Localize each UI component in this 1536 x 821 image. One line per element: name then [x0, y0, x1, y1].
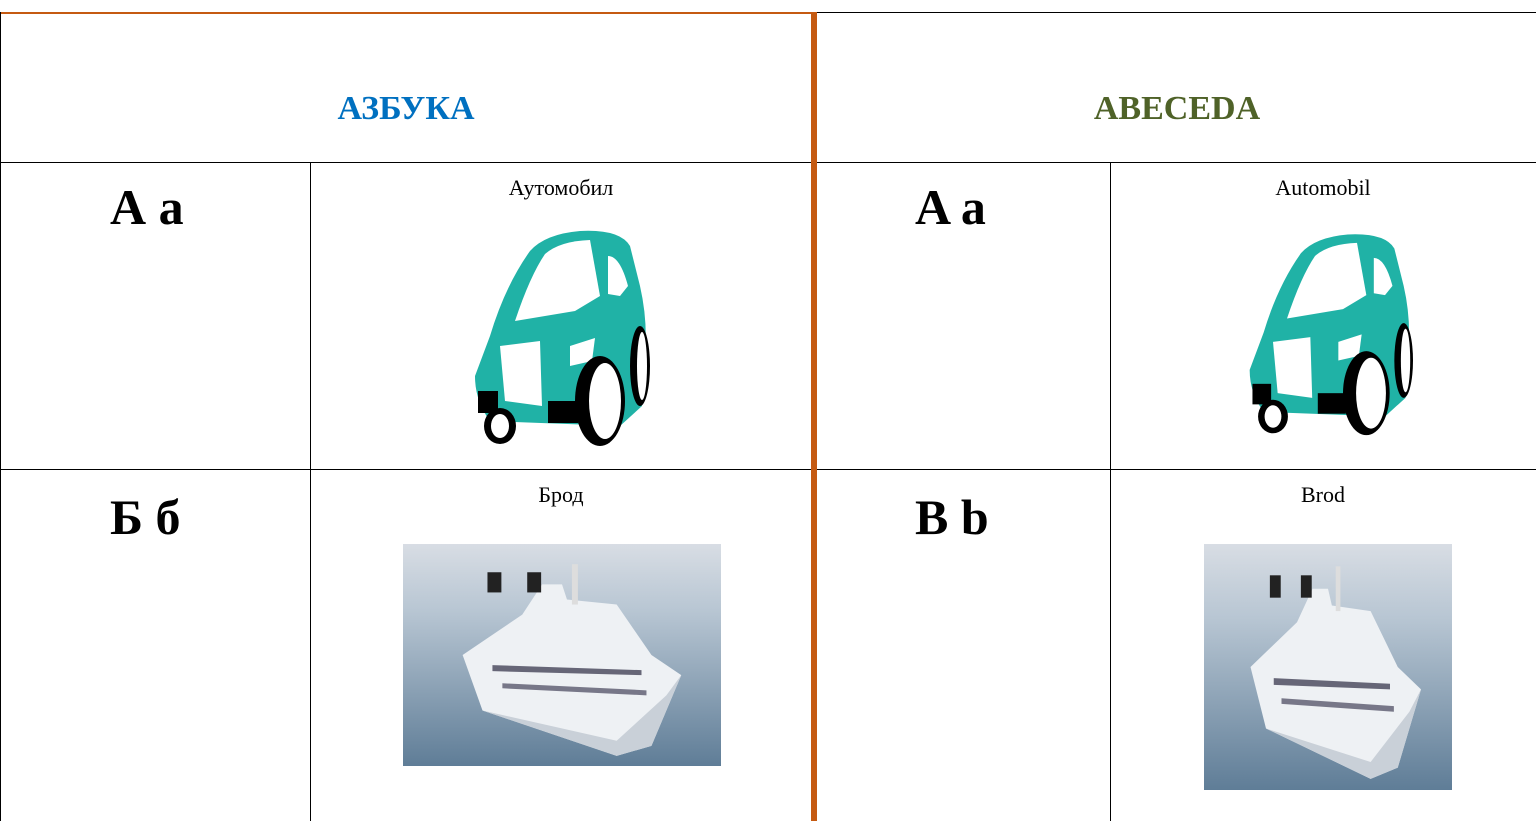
title: АЗБУКА — [337, 90, 475, 127]
title: ABECEDA — [1093, 90, 1261, 127]
car-image — [470, 225, 650, 447]
divider — [811, 12, 817, 821]
ship-image — [1204, 544, 1452, 790]
letter: Б б — [110, 489, 181, 545]
letter: B b — [915, 489, 989, 545]
top-border — [812, 12, 1536, 13]
word: Brod — [1301, 482, 1345, 507]
word: Automobil — [1275, 175, 1371, 200]
car-image — [1245, 225, 1413, 440]
left-border — [0, 12, 1, 821]
word: Аутомобил — [508, 175, 614, 200]
row-line — [0, 469, 1536, 470]
top-border — [0, 12, 812, 14]
col-line — [310, 162, 311, 821]
word: Брод — [538, 482, 584, 507]
letter: A a — [915, 179, 986, 235]
col-line — [1110, 162, 1111, 821]
ship-image — [403, 544, 721, 766]
row-line — [0, 162, 1536, 163]
letter: А а — [110, 179, 184, 235]
